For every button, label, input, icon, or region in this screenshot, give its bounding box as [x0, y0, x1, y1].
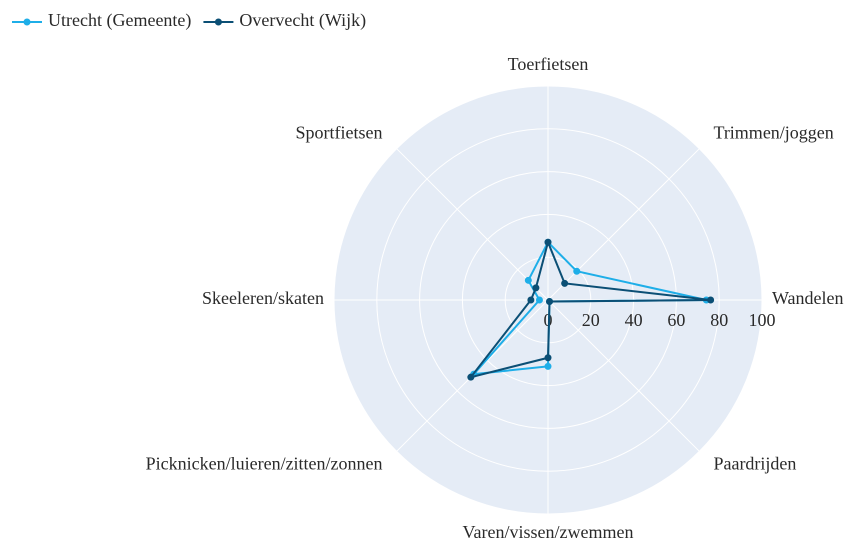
r-tick-label: 20: [582, 310, 600, 330]
category-label: Sportfietsen: [296, 123, 383, 143]
data-point: [546, 298, 554, 306]
r-tick-label: 60: [667, 310, 685, 330]
legend-label: Overvecht (Wijk): [239, 10, 366, 31]
data-point: [561, 279, 569, 287]
legend-marker: [214, 18, 222, 26]
r-tick-label: 40: [625, 310, 643, 330]
data-point: [544, 354, 552, 362]
category-label: Trimmen/joggen: [713, 123, 833, 143]
category-label: Wandelen: [772, 288, 844, 308]
angular-grid-line: [547, 299, 700, 452]
angular-grid-line: [396, 148, 549, 301]
legend-label: Utrecht (Gemeente): [48, 10, 191, 31]
data-point: [707, 296, 715, 304]
category-label: Varen/vissen/zwemmen: [463, 522, 634, 542]
category-label: Paardrijden: [713, 454, 796, 474]
category-label: Toerfietsen: [508, 54, 589, 74]
data-point: [532, 284, 540, 292]
data-point: [544, 238, 552, 246]
category-label: Skeeleren/skaten: [202, 288, 324, 308]
r-tick-label: 100: [749, 310, 776, 330]
data-point: [535, 296, 543, 304]
data-point: [524, 276, 532, 284]
r-tick-label: 80: [710, 310, 728, 330]
data-point: [527, 296, 535, 304]
data-point: [544, 362, 552, 370]
data-point: [573, 267, 581, 275]
legend-marker: [23, 18, 31, 26]
category-label: Picknicken/luieren/zitten/zonnen: [146, 454, 383, 474]
angular-grid-line: [547, 148, 700, 301]
r-tick-label: 0: [544, 310, 553, 330]
data-point: [467, 373, 475, 381]
